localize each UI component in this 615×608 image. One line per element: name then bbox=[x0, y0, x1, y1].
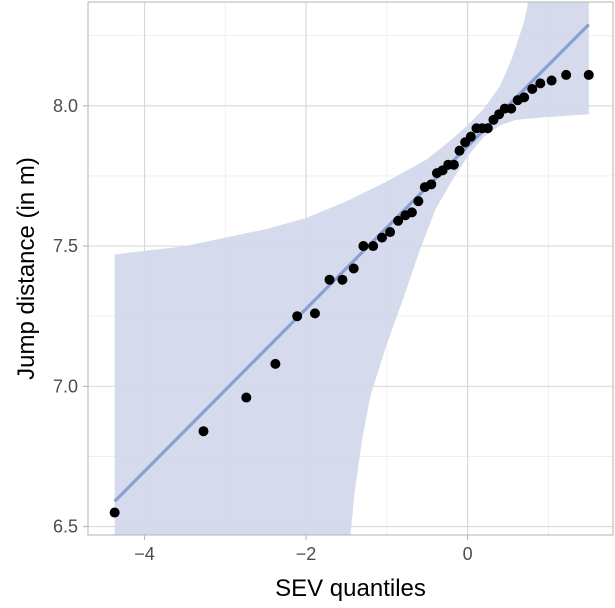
data-point bbox=[506, 103, 517, 114]
data-point bbox=[561, 69, 572, 80]
data-point bbox=[426, 179, 437, 190]
data-points bbox=[109, 69, 594, 518]
data-point bbox=[368, 241, 379, 252]
data-point bbox=[348, 263, 359, 274]
y-tick-label: 7.0 bbox=[53, 376, 78, 396]
data-point bbox=[546, 75, 557, 86]
data-point bbox=[337, 274, 348, 285]
y-axis-title: Jump distance (in m) bbox=[13, 157, 40, 380]
y-tick-label: 7.5 bbox=[53, 236, 78, 256]
panel-border bbox=[87, 1, 614, 536]
data-point bbox=[241, 392, 252, 403]
data-point bbox=[385, 227, 396, 238]
data-point bbox=[413, 196, 424, 207]
data-point bbox=[198, 426, 209, 437]
data-point bbox=[448, 159, 459, 170]
data-point bbox=[583, 69, 594, 80]
axis-ticks: −4 −2 0 6.5 7.0 7.5 8.0 bbox=[53, 96, 473, 564]
data-point bbox=[377, 232, 387, 243]
data-point bbox=[406, 207, 417, 218]
data-point bbox=[482, 123, 493, 134]
y-tick-label: 6.5 bbox=[53, 517, 78, 537]
y-tick-label: 8.0 bbox=[53, 96, 78, 116]
data-point bbox=[519, 92, 530, 103]
x-tick-label: −4 bbox=[134, 544, 155, 564]
data-point bbox=[292, 311, 303, 322]
data-point bbox=[465, 131, 476, 142]
data-point bbox=[535, 78, 546, 89]
data-point bbox=[358, 241, 369, 252]
data-point bbox=[309, 308, 320, 319]
x-axis-title: SEV quantiles bbox=[275, 575, 426, 602]
data-point bbox=[324, 274, 335, 285]
data-point bbox=[393, 215, 404, 226]
data-point bbox=[527, 83, 538, 94]
x-tick-label: 0 bbox=[463, 544, 473, 564]
data-point bbox=[109, 507, 120, 518]
x-tick-label: −2 bbox=[296, 544, 317, 564]
data-point bbox=[270, 358, 281, 369]
data-point bbox=[454, 145, 465, 156]
